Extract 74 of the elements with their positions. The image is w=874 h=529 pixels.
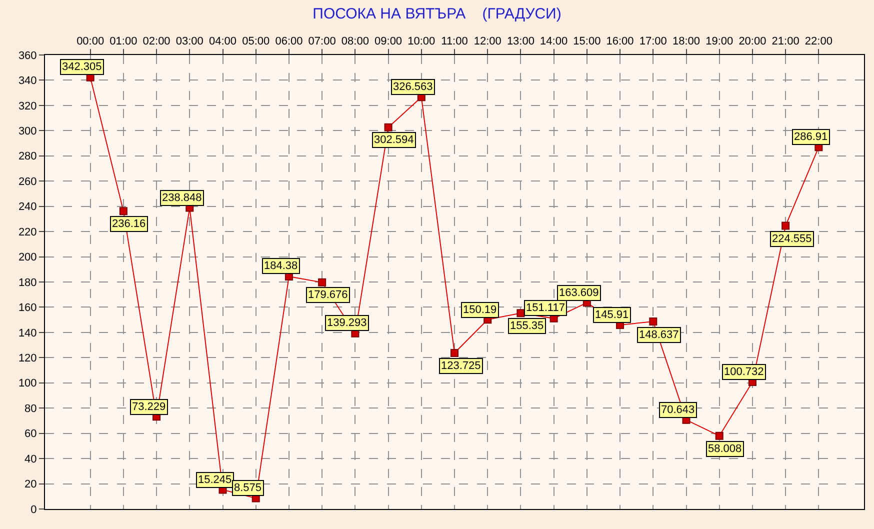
x-tick-label: 10:00 [408,36,436,48]
y-tick-label: 280 [18,150,37,163]
data-label: 100.732 [724,366,764,378]
x-tick-label: 17:00 [639,36,667,48]
point [450,348,458,357]
data-label: 224.555 [772,233,812,245]
x-tick-label: 01:00 [110,36,138,48]
data-label: 286.91 [794,131,828,143]
y-tick-label: 60 [24,428,37,440]
x-tick-label: 04:00 [208,36,237,48]
point [715,432,724,440]
data-label: 145.91 [595,309,629,321]
x-tick-label: 22:00 [804,36,832,48]
data-label: 8.575 [234,482,262,494]
data-label: 179.676 [308,289,348,301]
point [782,222,790,230]
point [516,309,525,318]
data-label: 342.305 [62,61,102,73]
y-tick-label: 320 [18,100,37,112]
y-tick-label: 140 [18,327,37,340]
y-tick-label: 0 [30,504,37,516]
data-label: 155.35 [510,320,544,332]
x-tick-label: 20:00 [738,36,766,48]
data-label: 123.725 [441,360,481,372]
y-tick-label: 340 [18,75,37,88]
x-tick-label: 07:00 [308,36,336,48]
x-tick-label: 08:00 [341,36,369,48]
data-label: 150.19 [463,304,497,316]
y-tick-label: 260 [18,176,37,188]
data-label: 15.245 [198,474,232,486]
y-tick-label: 220 [18,226,37,238]
data-label: 148.637 [639,329,679,341]
y-tick-label: 100 [18,378,37,390]
y-tick-label: 40 [24,453,37,466]
x-tick-label: 05:00 [242,36,270,48]
x-tick-label: 09:00 [374,36,402,48]
data-label: 326.563 [393,81,433,93]
y-tick-label: 20 [24,478,37,491]
data-label: 73.229 [132,401,166,413]
data-label: 139.293 [327,317,367,329]
point [119,207,128,216]
y-tick-label: 240 [18,201,37,214]
y-tick-label: 360 [18,50,37,62]
y-tick-label: 300 [18,126,37,138]
y-tick-label: 180 [18,276,37,289]
chart-title: ПОСОКА НА ВЯТЪРА (ГРАДУСИ) [312,5,562,22]
point [384,123,392,132]
x-tick-label: 13:00 [506,36,534,48]
data-label: 151.117 [526,302,565,314]
y-tick-label: 120 [18,352,37,365]
point [318,278,326,286]
x-tick-label: 03:00 [176,36,204,48]
x-tick-label: 06:00 [275,36,303,48]
x-tick-label: 19:00 [706,36,734,48]
data-label: 302.594 [374,134,414,146]
data-label: 163.609 [559,287,599,299]
x-tick-label: 18:00 [672,36,700,48]
x-tick-label: 12:00 [474,36,502,48]
x-tick-label: 21:00 [772,36,800,48]
data-label: 184.38 [264,260,298,272]
data-label: 70.643 [661,404,695,416]
data-label: 236.16 [112,218,146,230]
y-tick-label: 160 [18,302,37,314]
data-label: 58.008 [708,443,742,455]
x-tick-label: 15:00 [573,36,601,48]
x-tick-label: 14:00 [540,36,568,48]
y-tick-label: 80 [24,402,37,415]
x-tick-label: 02:00 [142,36,170,48]
x-tick-label: 11:00 [441,36,468,48]
point [649,318,658,326]
x-tick-label: 16:00 [606,36,634,48]
y-tick-label: 200 [18,252,37,264]
x-tick-label: 00:00 [76,36,104,48]
data-label: 238.848 [162,192,202,204]
